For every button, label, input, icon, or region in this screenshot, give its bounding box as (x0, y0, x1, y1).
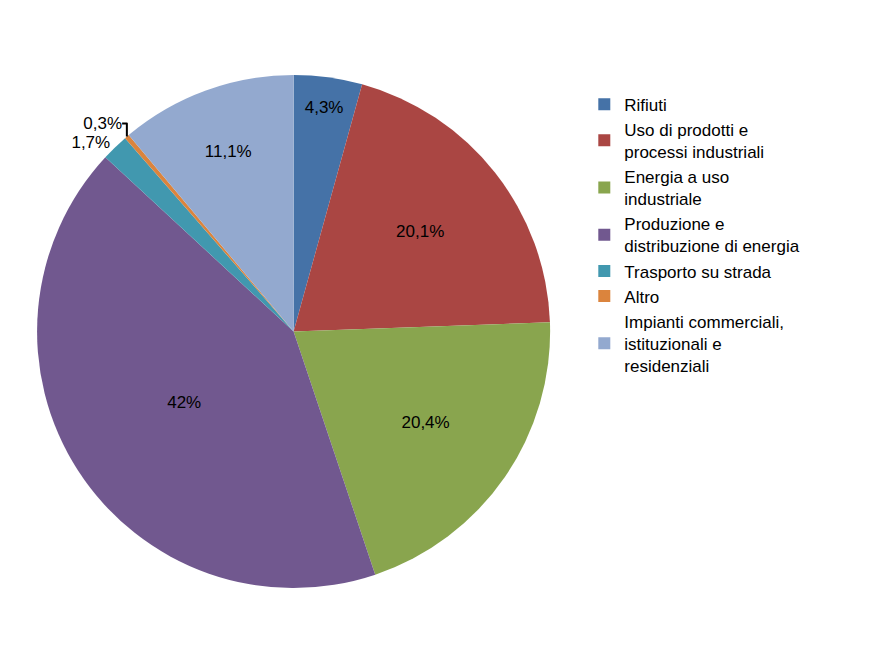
svg-text:42%: 42% (167, 393, 201, 412)
svg-text:Produzione edistribuzione di e: Produzione edistribuzione di energia (624, 215, 799, 256)
svg-text:1,7%: 1,7% (71, 133, 110, 152)
svg-text:4,3%: 4,3% (305, 98, 344, 117)
svg-text:Energia a usoindustriale: Energia a usoindustriale (624, 168, 729, 209)
svg-text:Impianti commerciali,istituzio: Impianti commerciali,istituzionali eresi… (624, 313, 784, 376)
svg-text:Altro: Altro (624, 288, 659, 307)
svg-text:Trasporto su strada: Trasporto su strada (624, 263, 771, 282)
svg-text:11,1%: 11,1% (205, 142, 252, 161)
svg-text:Uso di prodotti eprocessi indu: Uso di prodotti eprocessi industriali (624, 121, 764, 162)
svg-text:Rifiuti: Rifiuti (624, 96, 667, 115)
svg-text:0,3%: 0,3% (83, 114, 122, 133)
svg-text:20,4%: 20,4% (401, 413, 449, 432)
svg-text:20,1%: 20,1% (396, 222, 444, 241)
